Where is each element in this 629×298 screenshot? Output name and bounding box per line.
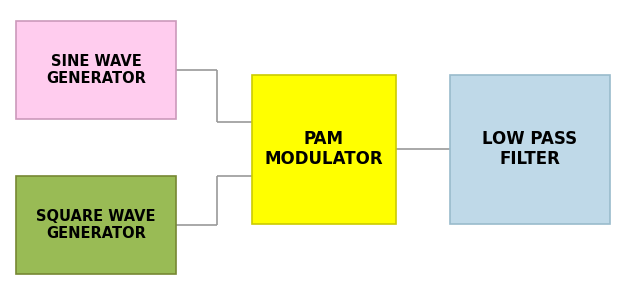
FancyBboxPatch shape [16,21,176,119]
Text: SINE WAVE
GENERATOR: SINE WAVE GENERATOR [46,54,146,86]
Text: LOW PASS
FILTER: LOW PASS FILTER [482,130,577,168]
Text: SQUARE WAVE
GENERATOR: SQUARE WAVE GENERATOR [36,209,155,241]
Text: PAM
MODULATOR: PAM MODULATOR [265,130,383,168]
FancyBboxPatch shape [450,74,610,224]
FancyBboxPatch shape [252,74,396,224]
FancyBboxPatch shape [16,176,176,274]
